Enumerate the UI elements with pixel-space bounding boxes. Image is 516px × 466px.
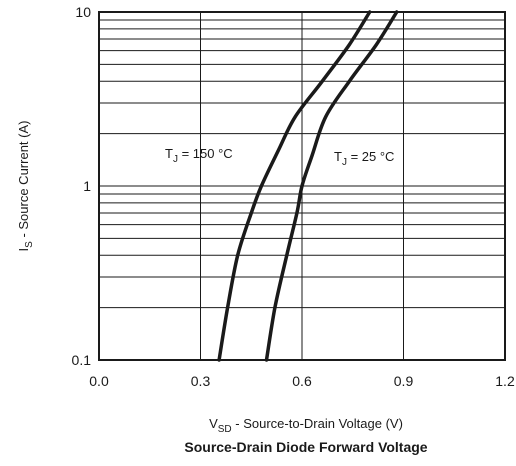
chart-title: Source-Drain Diode Forward Voltage bbox=[184, 439, 427, 455]
x-tick-label: 1.2 bbox=[495, 373, 515, 389]
tick-labels: 0.0 0.3 0.6 0.9 1.2 0.1 1 10 bbox=[72, 4, 515, 389]
series-label-25c-rest: = 25 °C bbox=[347, 149, 394, 164]
series-label-25c-sub: J bbox=[342, 157, 347, 168]
y-axis-title-main: I bbox=[16, 248, 31, 252]
x-tick-label: 0.9 bbox=[394, 373, 414, 389]
y-axis-title: IS - Source Current (A) bbox=[16, 121, 35, 252]
y-axis-title-rest: - Source Current (A) bbox=[16, 121, 31, 242]
x-tick-label: 0.6 bbox=[292, 373, 312, 389]
y-tick-label: 1 bbox=[83, 178, 91, 194]
series-label-150c-main: T bbox=[165, 146, 173, 161]
series-line-25c bbox=[264, 10, 399, 362]
x-axis-title-sub: SD bbox=[218, 424, 232, 435]
series-label-25c-main: T bbox=[334, 149, 342, 164]
series-layer bbox=[217, 10, 399, 362]
series-label-25c: TJ = 25 °C bbox=[334, 149, 394, 168]
y-axis-title-sub: S bbox=[24, 241, 35, 248]
series-label-150c-rest: = 150 °C bbox=[178, 146, 233, 161]
x-tick-label: 0.0 bbox=[89, 373, 109, 389]
series-label-150c-sub: J bbox=[173, 154, 178, 165]
x-axis-title-rest: - Source-to-Drain Voltage (V) bbox=[232, 416, 403, 431]
series-label-150c: TJ = 150 °C bbox=[165, 146, 233, 165]
y-tick-label: 10 bbox=[75, 4, 91, 20]
y-tick-label: 0.1 bbox=[72, 352, 92, 368]
x-axis-title: VSD - Source-to-Drain Voltage (V) bbox=[209, 416, 403, 435]
series-line-150c bbox=[217, 10, 372, 362]
plot-frame bbox=[98, 11, 506, 361]
x-axis-title-main: V bbox=[209, 416, 218, 431]
x-tick-label: 0.3 bbox=[191, 373, 211, 389]
